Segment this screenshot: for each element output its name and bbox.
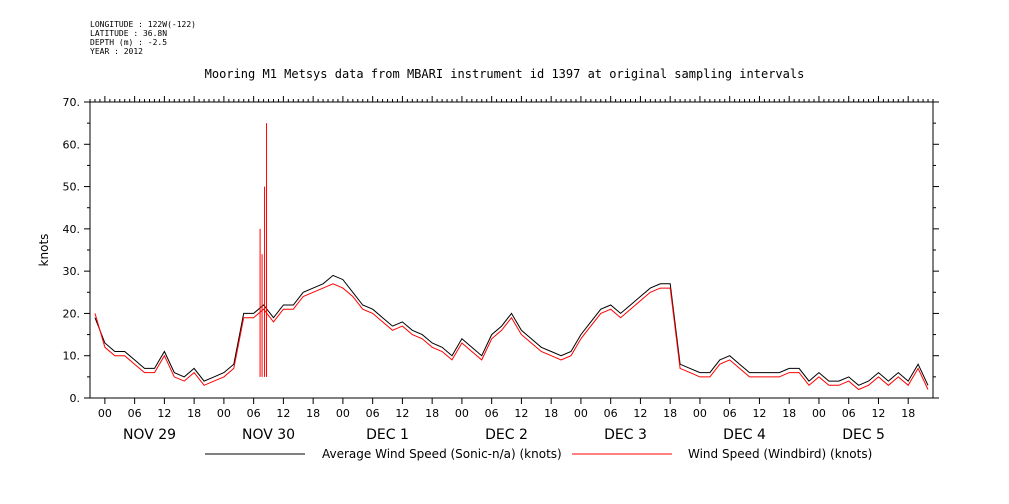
x-tick-label: 12 — [395, 407, 409, 420]
axes: 0. 10. 20. 30. 40. 50. 60. 70. knots 00 06 12 18 00 06… — [37, 96, 939, 443]
x-tick-label: 00 — [336, 407, 350, 420]
x-tick-label: 12 — [514, 407, 528, 420]
x-tick-label: 00 — [574, 407, 588, 420]
x-tick-label: 12 — [633, 407, 647, 420]
x-tick-label: 18 — [306, 407, 320, 420]
day-label: DEC 5 — [842, 427, 885, 443]
plot-frame — [89, 101, 934, 399]
x-tick-label: 00 — [812, 407, 826, 420]
x-tick-label: 00 — [455, 407, 469, 420]
y-tick-label: 30. — [63, 265, 81, 278]
y-axis-label: knots — [37, 234, 51, 267]
x-tick-label: 00 — [693, 407, 707, 420]
x-tick-label: 18 — [187, 407, 201, 420]
meta-year: YEAR : 2012 — [90, 47, 143, 56]
series-windbird-line — [94, 283, 929, 391]
day-label: DEC 3 — [604, 427, 647, 443]
day-label: DEC 4 — [723, 427, 766, 443]
legend-sonic-label: Average Wind Speed (Sonic-n/a) (knots) — [322, 447, 562, 461]
y-tick-label: 50. — [63, 181, 81, 194]
x-tick-label: 06 — [366, 407, 380, 420]
x-tick-label: 18 — [901, 407, 915, 420]
y-tick-label: 0. — [70, 392, 81, 405]
x-tick-label: 12 — [871, 407, 885, 420]
x-tick-label: 00 — [98, 407, 112, 420]
day-label: DEC 2 — [485, 427, 528, 443]
x-tick-label: 00 — [217, 407, 231, 420]
meta-longitude: LONGITUDE : 122W(-122) — [90, 20, 196, 29]
metadata-block: LONGITUDE : 122W(-122) LATITUDE : 36.8N … — [90, 20, 196, 56]
day-label: NOV 30 — [242, 427, 295, 443]
chart-title: Mooring M1 Metsys data from MBARI instru… — [204, 67, 805, 81]
legend-windbird-label: Wind Speed (Windbird) (knots) — [688, 447, 872, 461]
x-tick-label: 06 — [247, 407, 261, 420]
y-tick-label: 20. — [63, 307, 81, 320]
y-tick-label: 70. — [63, 96, 81, 109]
x-tick-label: 06 — [723, 407, 737, 420]
x-tick-label: 12 — [157, 407, 171, 420]
meta-latitude: LATITUDE : 36.8N — [90, 29, 168, 38]
series-layer — [94, 123, 929, 391]
x-tick-label: 06 — [842, 407, 856, 420]
y-tick-label: 10. — [63, 350, 81, 363]
x-tick-label: 18 — [663, 407, 677, 420]
x-tick-label: 18 — [782, 407, 796, 420]
x-tick-label: 06 — [128, 407, 142, 420]
x-tick-label: 12 — [276, 407, 290, 420]
series-sonic-line — [94, 274, 929, 386]
x-tick-label: 18 — [425, 407, 439, 420]
day-label: DEC 1 — [366, 427, 409, 443]
meta-depth: DEPTH (m) : -2.5 — [90, 38, 168, 47]
day-label: NOV 29 — [123, 427, 176, 443]
x-tick-label: 06 — [485, 407, 499, 420]
legend: Average Wind Speed (Sonic-n/a) (knots) W… — [205, 447, 872, 461]
x-tick-label: 12 — [752, 407, 766, 420]
x-tick-label: 06 — [604, 407, 618, 420]
y-tick-label: 60. — [63, 138, 81, 151]
y-tick-label: 40. — [63, 223, 81, 236]
x-tick-label: 18 — [544, 407, 558, 420]
